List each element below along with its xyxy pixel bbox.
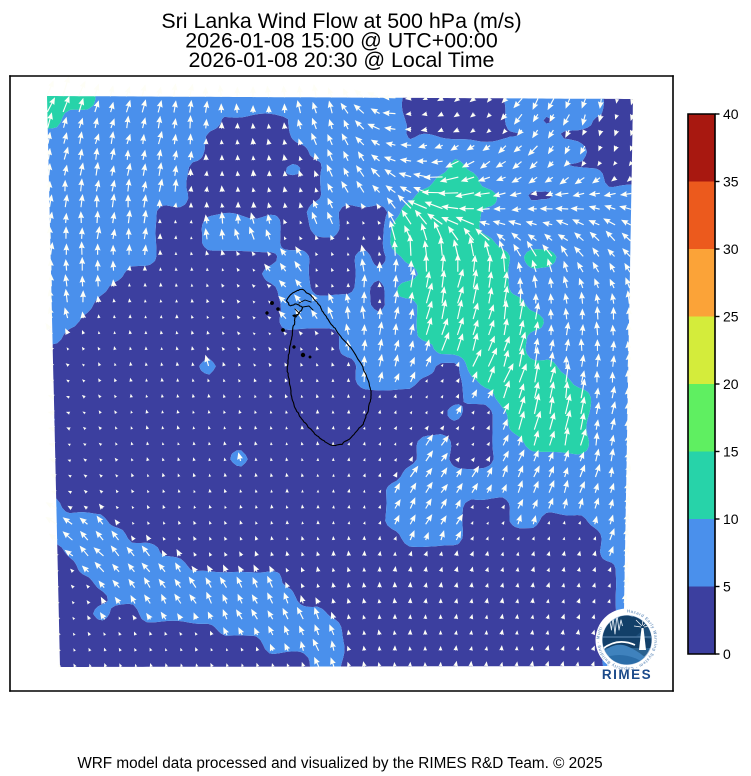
svg-text:30: 30 [723,241,739,257]
svg-text:2026-01-08 15:00 @ UTC+00:00: 2026-01-08 15:00 @ UTC+00:00 [185,29,498,53]
svg-text:2026-01-08 20:30 @ Local Time: 2026-01-08 20:30 @ Local Time [189,48,495,72]
svg-text:25: 25 [723,309,739,325]
svg-text:5: 5 [723,579,731,595]
svg-text:40: 40 [723,106,739,122]
svg-text:WRF model data processed and v: WRF model data processed and visualized … [77,755,602,772]
svg-text:15: 15 [723,444,739,460]
svg-text:10: 10 [723,511,739,527]
svg-text:0: 0 [723,646,731,662]
svg-text:35: 35 [723,174,739,190]
svg-text:Sri Lanka Wind Flow at 500 hPa: Sri Lanka Wind Flow at 500 hPa (m/s) [161,9,521,33]
svg-text:RIMES: RIMES [602,667,652,682]
svg-text:20: 20 [723,376,739,392]
